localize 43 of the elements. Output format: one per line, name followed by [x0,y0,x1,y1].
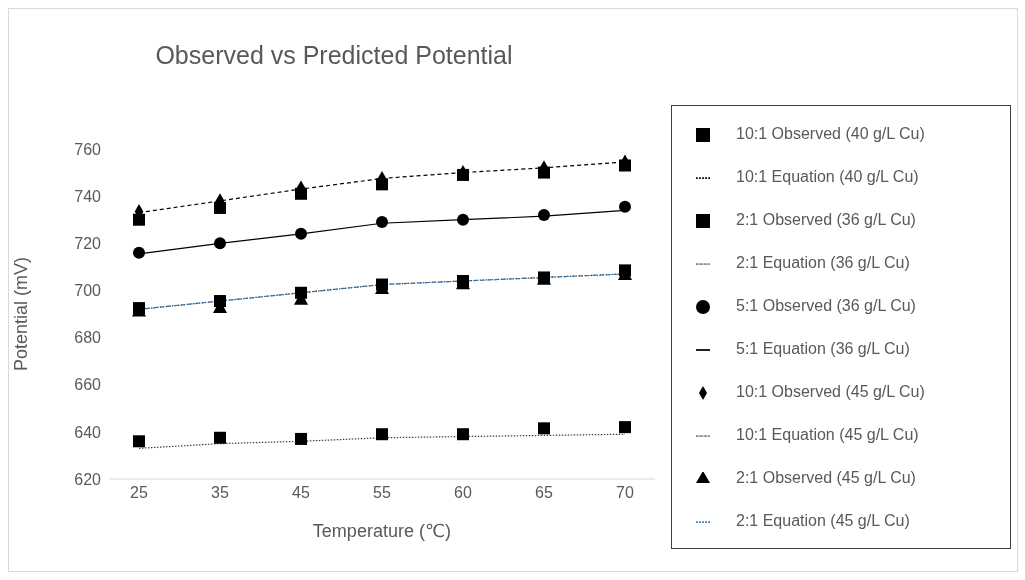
legend-label: 5:1 Equation (36 g/L Cu) [736,340,910,357]
legend-label: 10:1 Equation (45 g/L Cu) [736,426,919,443]
y-tick-label: 640 [74,423,102,441]
x-tick-label: 25 [130,484,148,502]
point [376,216,388,229]
legend-label: 10:1 Equation (40 g/L Cu) [736,168,919,185]
point [214,431,226,444]
point [619,200,631,213]
legend-label: 2:1 Observed (45 g/L Cu) [736,469,916,486]
x-tick-label: 65 [535,484,553,502]
point [295,227,307,240]
y-tick-label: 760 [74,140,102,158]
x-tick-label: 70 [616,484,634,502]
x-tick-label: 35 [211,484,229,502]
y-tick-label: 700 [74,282,102,300]
y-tick-label: 660 [74,376,102,394]
point [457,428,469,441]
legend-label: 2:1 Equation (36 g/L Cu) [736,254,910,271]
legend-label: 2:1 Observed (36 g/L Cu) [736,211,916,228]
legend-label: 5:1 Observed (36 g/L Cu) [736,297,916,314]
x-axis-title: Temperature (℃) [312,521,452,541]
legend-label: 10:1 Observed (45 g/L Cu) [736,383,925,400]
point [133,246,145,259]
point [538,209,550,221]
point [133,213,145,226]
y-tick-label: 620 [74,470,102,488]
point [538,422,550,435]
y-tick-label: 680 [74,329,102,347]
y-axis-title: Potential (mV) [11,256,32,372]
point [619,421,631,434]
legend-label: 2:1 Equation (45 g/L Cu) [736,512,910,529]
point [295,432,307,445]
legend-label: 10:1 Observed (40 g/L Cu) [736,125,925,142]
point [457,213,469,226]
point [214,237,226,250]
point [133,435,145,448]
point [376,428,388,441]
chart-title: Observed vs Predicted Potential [154,41,514,70]
y-tick-label: 740 [74,187,102,205]
y-tick-label: 720 [74,234,102,252]
x-tick-label: 60 [454,484,472,502]
x-tick-label: 45 [292,484,310,502]
x-tick-label: 55 [373,484,391,502]
